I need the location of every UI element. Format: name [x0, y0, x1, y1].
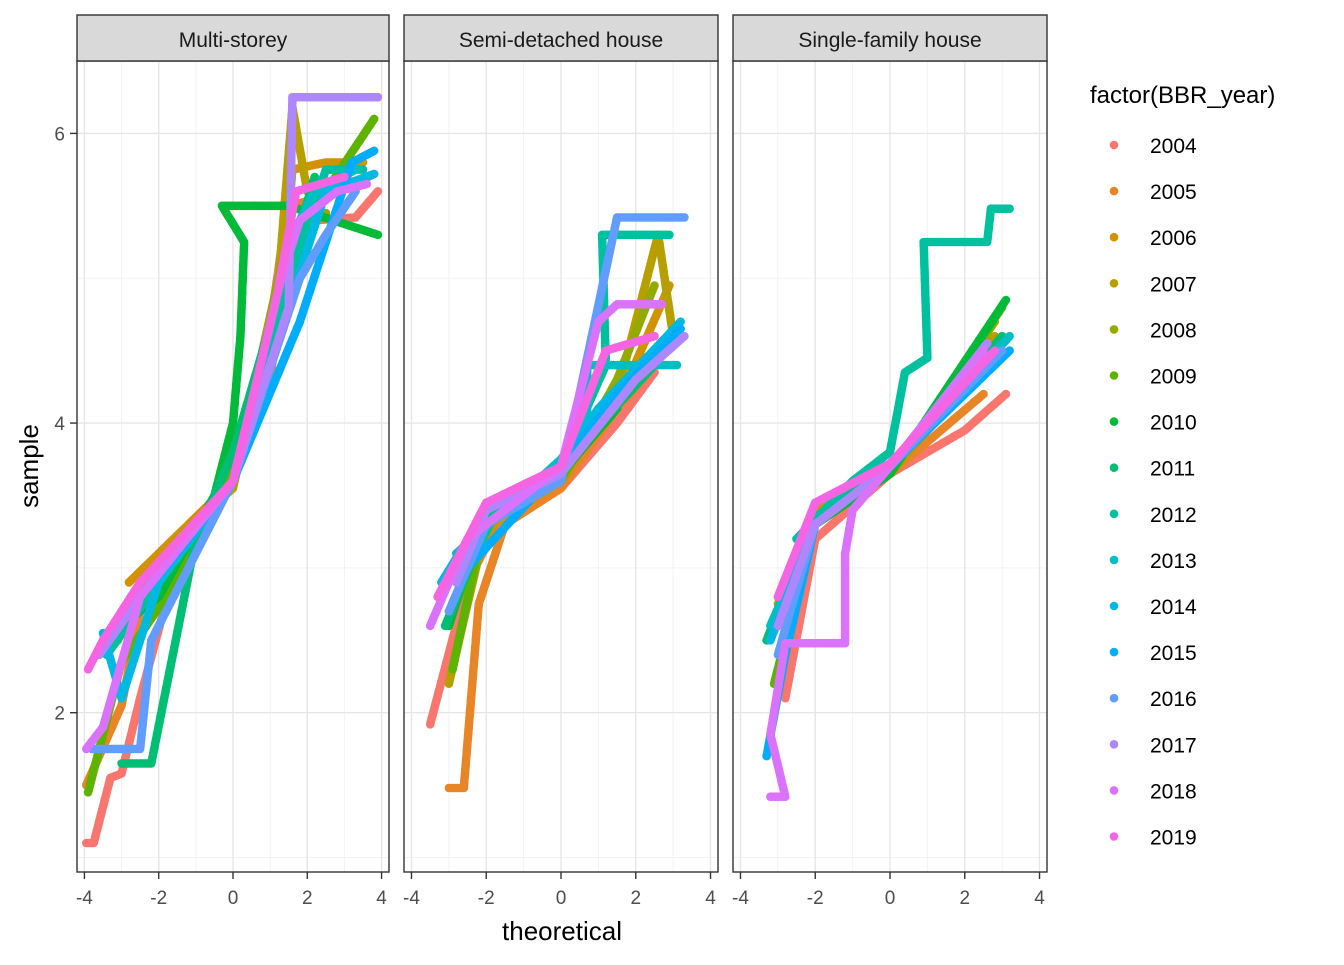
point: [374, 93, 383, 102]
point: [370, 115, 379, 124]
point: [370, 147, 379, 156]
point: [370, 170, 379, 179]
point: [374, 187, 383, 196]
point: [362, 180, 371, 189]
point: [310, 173, 319, 182]
point: [374, 231, 383, 240]
point: [340, 173, 349, 182]
